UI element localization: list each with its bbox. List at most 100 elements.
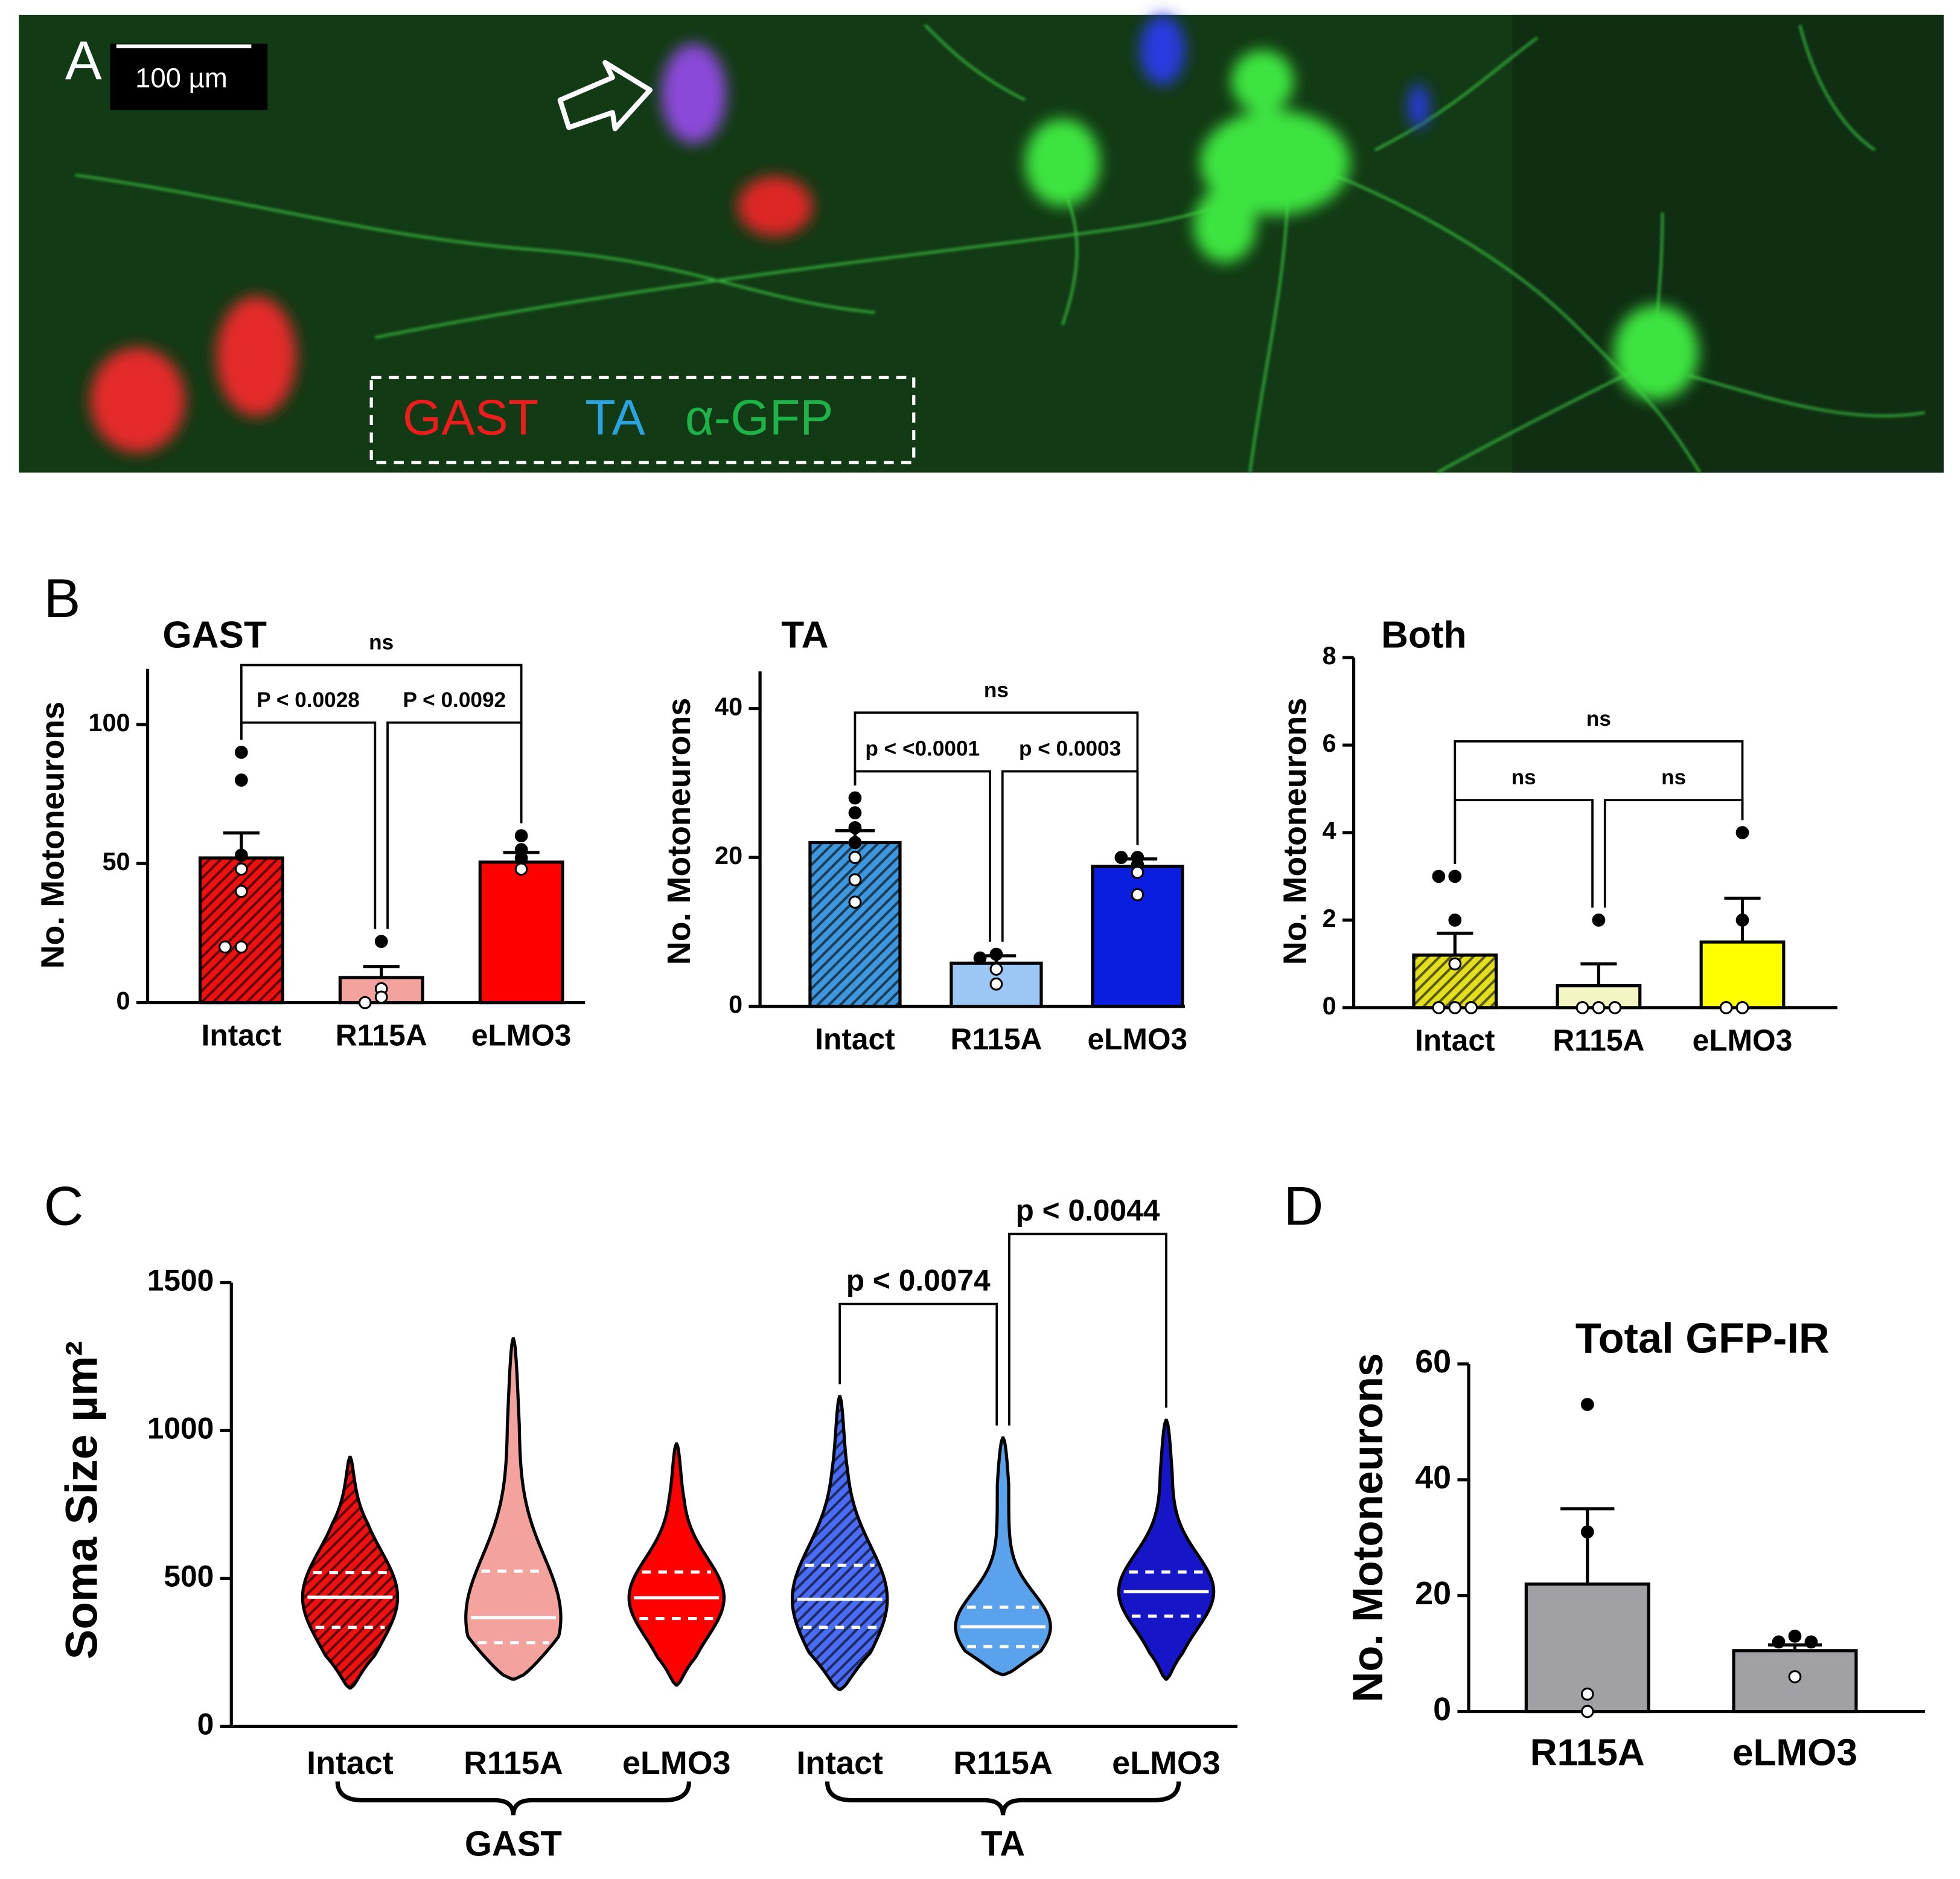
comparison-label: ns	[1661, 766, 1686, 789]
x-tick-label: eLMO3	[1693, 1023, 1793, 1057]
bar	[198, 856, 284, 1005]
data-point	[1804, 1635, 1818, 1649]
data-point	[514, 829, 528, 843]
data-point	[1772, 1635, 1786, 1649]
group-brace	[825, 1781, 1181, 1816]
y-tick-label: 0	[729, 991, 742, 1019]
data-point	[1608, 1000, 1622, 1014]
data-point	[234, 746, 248, 759]
legend-box	[369, 376, 916, 464]
data-point	[989, 947, 1003, 961]
x-tick-label: Intact	[1415, 1023, 1495, 1057]
y-tick-label: 0	[1433, 1691, 1451, 1727]
data-point	[358, 996, 372, 1010]
comparison-label: p < <0.0001	[865, 737, 980, 761]
x-tick-label: Intact	[307, 1745, 394, 1781]
legend-label: GAST	[403, 389, 538, 446]
comparison-label: ns	[369, 631, 394, 655]
data-point	[1735, 826, 1749, 839]
comparison-bracket	[240, 664, 523, 824]
x-tick-label: eLMO3	[1088, 1022, 1188, 1056]
data-point	[989, 977, 1003, 991]
comparison-label: P < 0.0028	[257, 688, 360, 712]
comparison-label: P < 0.0092	[403, 688, 506, 712]
violin	[464, 1337, 563, 1681]
data-point	[1592, 1000, 1606, 1014]
data-point	[234, 773, 248, 787]
data-point	[234, 848, 248, 862]
y-tick-label: 40	[1415, 1459, 1451, 1496]
data-point	[1580, 1525, 1594, 1539]
comparison-bracket	[1603, 799, 1744, 908]
y-tick-label: 1500	[147, 1263, 214, 1297]
chart-title: Total GFP-IR	[1575, 1314, 1830, 1362]
data-point	[848, 851, 862, 865]
panel-label: B	[44, 568, 81, 629]
x-tick-label: eLMO3	[1732, 1732, 1857, 1773]
data-point	[1432, 869, 1446, 883]
data-point	[514, 862, 528, 876]
y-tick-label: 20	[1415, 1575, 1451, 1612]
y-axis-label: Soma Size µm²	[57, 1341, 107, 1659]
comparison-bracket	[1454, 799, 1594, 908]
data-point	[1580, 1398, 1594, 1411]
data-point	[848, 873, 862, 887]
y-tick-label: 0	[117, 987, 130, 1014]
y-tick-label: 1000	[147, 1411, 214, 1445]
data-point	[848, 895, 862, 909]
data-point	[1448, 957, 1462, 971]
scale-bar-box	[110, 43, 268, 110]
comparison-label: ns	[984, 678, 1009, 702]
bar	[1699, 940, 1786, 1010]
cells	[90, 14, 1699, 453]
data-point	[1735, 1000, 1749, 1014]
comparison-label: ns	[1586, 707, 1611, 731]
data-point	[1114, 851, 1128, 865]
error-bar	[1437, 932, 1473, 955]
neurites	[75, 24, 1926, 474]
y-tick-label: 100	[88, 709, 130, 737]
y-tick-label: 50	[102, 848, 130, 875]
group-label: GAST	[465, 1825, 562, 1863]
error-bar	[1580, 962, 1617, 986]
comparison-label: p < 0.0074	[846, 1263, 991, 1297]
y-tick-label: 40	[715, 693, 742, 720]
panel-label: A	[65, 31, 102, 92]
data-point	[234, 862, 248, 876]
chart-title: GAST	[162, 614, 267, 656]
comparison-bracket	[854, 711, 1139, 845]
data-point	[973, 951, 987, 965]
x-tick-label: R115A	[336, 1019, 427, 1052]
data-point	[1448, 914, 1462, 927]
comparison-bracket	[1454, 740, 1744, 864]
data-point	[1580, 1687, 1594, 1701]
data-point	[1735, 914, 1749, 927]
x-tick-label: R115A	[950, 1022, 1042, 1056]
y-tick-label: 2	[1323, 904, 1336, 932]
y-axis-label: No. Motoneurons	[1344, 1353, 1391, 1703]
data-point	[1464, 1000, 1478, 1014]
error-bar	[363, 965, 400, 978]
x-tick-label: eLMO3	[622, 1745, 730, 1781]
y-tick-label: 6	[1323, 729, 1336, 757]
data-point	[1575, 1000, 1589, 1014]
y-tick-label: 60	[1415, 1343, 1451, 1380]
data-point	[1719, 1000, 1733, 1014]
comparison-label: ns	[1511, 766, 1536, 789]
data-point	[848, 836, 862, 850]
violin	[790, 1395, 889, 1691]
micrograph: A 100 µm GAST TA α-GFP	[19, 14, 1944, 474]
comparison-label: p < 0.0044	[1016, 1194, 1160, 1228]
x-tick-label: eLMO3	[1112, 1745, 1220, 1781]
x-tick-label: R115A	[1553, 1023, 1644, 1057]
group-label: TA	[981, 1825, 1025, 1863]
violin	[954, 1436, 1052, 1677]
bar	[1091, 865, 1184, 1008]
x-tick-label: eLMO3	[471, 1019, 572, 1052]
data-point	[1432, 1000, 1446, 1014]
y-tick-label: 0	[1323, 992, 1336, 1020]
data-point	[1131, 865, 1144, 879]
y-tick-label: 0	[197, 1708, 214, 1741]
